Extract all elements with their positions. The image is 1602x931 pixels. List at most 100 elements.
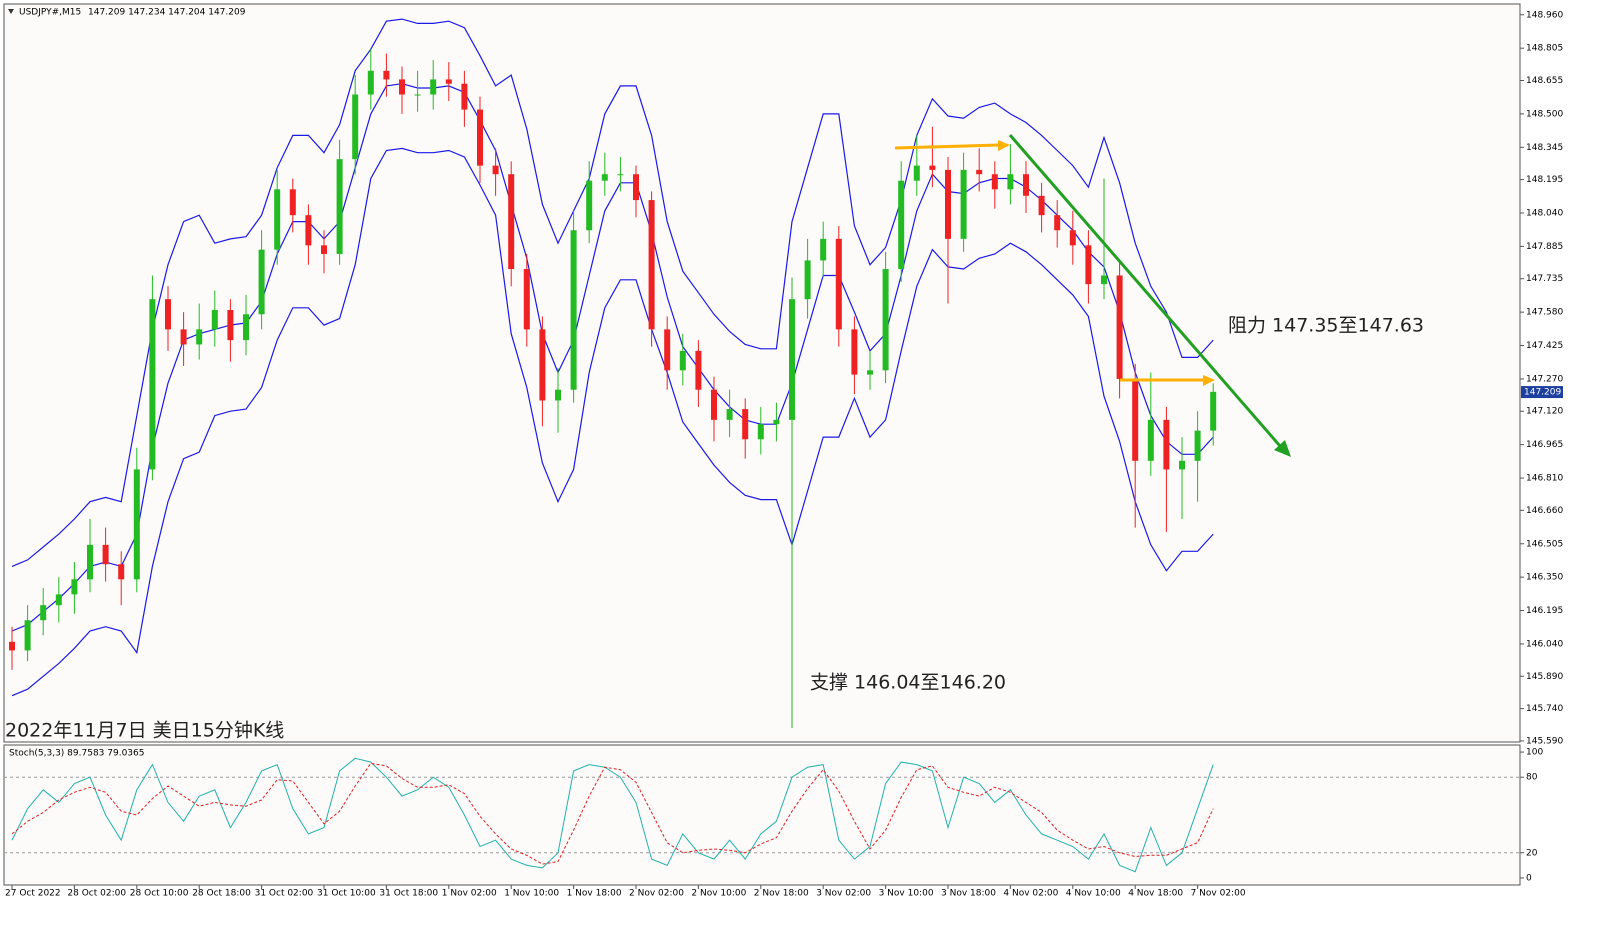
menu-triangle [8,9,14,14]
y-tick-label: 146.965 [1526,440,1563,450]
y-tick-label: 146.040 [1526,639,1563,649]
annotation: 支撑 146.04至146.20 [810,672,1006,694]
y-tick-label: 100 [1526,748,1543,758]
x-tick-label: 2 Nov 02:00 [629,889,684,899]
symbol: USDJPY#,M15 [19,8,81,18]
candle-body [102,544,109,565]
x-tick-label: 4 Nov 02:00 [1003,889,1058,899]
y-tick-label: 148.960 [1526,10,1563,20]
x-tick-label: 7 Nov 02:00 [1191,889,1246,899]
candle-body [789,299,795,420]
candle-body [976,169,983,175]
y-tick-label: 148.805 [1526,44,1563,54]
x-tick-label: 3 Nov 10:00 [879,889,934,899]
candle-body [305,215,312,246]
x-tick-label: 31 Oct 02:00 [255,889,314,899]
candle-body [882,269,889,371]
y-tick-label: 148.040 [1526,209,1563,219]
y-tick-label: 146.660 [1526,506,1563,516]
candle-body [336,159,343,254]
candle-body [40,605,47,621]
x-tick-label: 4 Nov 10:00 [1066,889,1121,899]
y-tick-label: 147.735 [1526,274,1563,284]
candle-body [1163,419,1170,470]
candle-body [726,409,733,420]
annotation: 2022年11月7日 美日15分钟K线 [5,720,284,742]
candle-body [258,249,265,315]
annotation: 阻力 147.35至147.63 [1228,315,1424,337]
arrow-head [998,140,1010,151]
y-tick-label: 145.590 [1526,736,1563,746]
current-price: 147.209 [1524,388,1561,398]
stoch-title: Stoch(5,3,3) 89.7583 79.0365 [9,749,144,759]
y-tick-label: 148.345 [1526,143,1563,153]
candle-body [24,620,31,651]
candle-body [55,594,62,606]
candle-body [1038,195,1045,216]
band-lower [11,147,1214,697]
x-tick-label: 2 Nov 18:00 [754,889,809,899]
x-tick-label: 28 Oct 02:00 [67,889,126,899]
x-tick-label: 3 Nov 02:00 [816,889,871,899]
candle-body [945,169,951,239]
y-tick-label: 148.500 [1526,109,1563,119]
main-panel [3,3,1521,743]
candle-body [867,370,873,375]
candle-body [227,309,234,341]
candle-body [742,409,749,440]
y-tick-label: 147.885 [1526,242,1563,252]
marks [4,18,1520,873]
x-tick-label: 2 Nov 10:00 [691,889,746,899]
candle-body [617,174,624,176]
y-tick-label: 148.195 [1526,175,1563,185]
candle-body [243,314,249,341]
x-tick-label: 28 Oct 10:00 [130,889,189,899]
y-tick-label: 147.270 [1526,374,1563,384]
y-tick-label: 146.350 [1526,573,1563,583]
stoch-line [11,762,1214,865]
candle-body [1085,245,1092,285]
y-tick-label: 147.580 [1526,308,1563,318]
candle-body [586,180,593,231]
x-tick-label: 1 Nov 02:00 [442,889,497,899]
candle-body [430,79,437,95]
candle-body [492,165,499,175]
candle-body [445,79,452,84]
candle-body [835,238,842,330]
candle-body [1147,419,1154,461]
candle-body [383,70,390,80]
candle-body [321,245,327,254]
candle-body [773,419,780,425]
y-tick-label: 148.655 [1526,76,1563,86]
candle-body [991,174,998,190]
candle-body [87,544,93,580]
candle-body [601,174,608,181]
candle-body [211,309,218,330]
candle-body [539,329,546,401]
candle-body [679,350,686,371]
candle-body [1069,230,1076,246]
candle-body [399,79,405,95]
candle-body [523,269,530,330]
candle-body [1194,430,1201,461]
candle-body [1023,174,1029,196]
candle-body [898,180,905,270]
candle-body [711,389,717,420]
candle-body [633,174,639,201]
quote: 147.209 147.234 147.204 147.209 [88,8,246,18]
candle-body [180,329,187,345]
candle-body [9,641,15,651]
y-tick-label: 145.740 [1526,704,1563,714]
y-tick-label: 20 [1526,848,1538,858]
y-tick-label: 145.890 [1526,672,1563,682]
x-tick-label: 1 Nov 18:00 [567,889,622,899]
candle-body [1210,391,1217,431]
candle-body [820,238,827,261]
y-tick-label: 80 [1526,773,1538,783]
candle-body [1007,174,1014,190]
candle-body [1054,215,1061,231]
trend-arrow [1008,134,1282,447]
x-tick-label: 1 Nov 10:00 [504,889,559,899]
candle-body [352,94,359,160]
x-tick-label: 28 Oct 18:00 [192,889,251,899]
